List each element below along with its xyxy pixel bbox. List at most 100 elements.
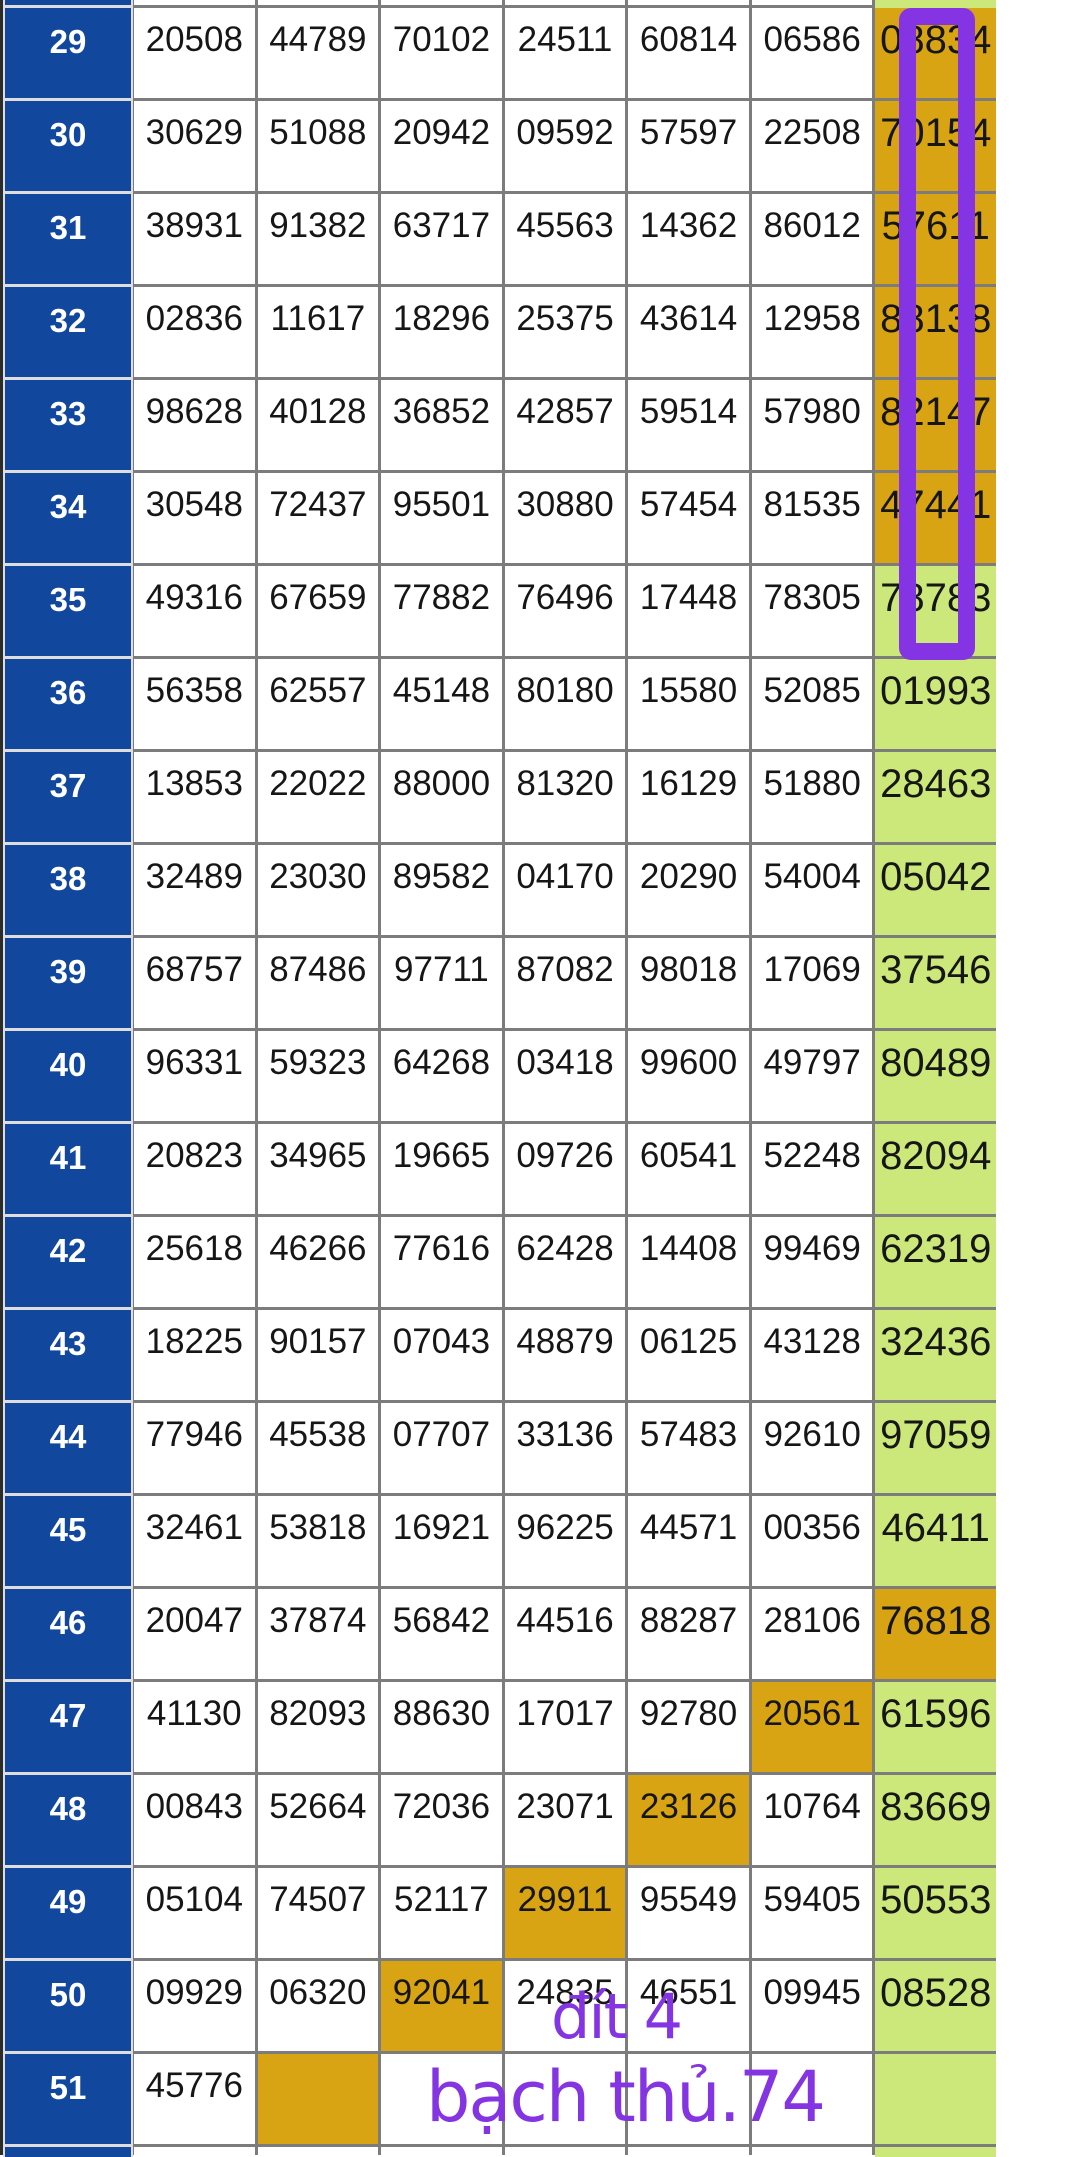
- result-cell: 57597: [628, 101, 749, 191]
- result-cell: 96225: [504, 1496, 626, 1586]
- result-cell: 28463: [875, 752, 996, 842]
- row-number-cell: 30: [3, 99, 133, 193]
- result-cell: 09592: [504, 101, 626, 191]
- result-cell: 57454: [628, 473, 749, 563]
- row-number-cell: 46: [3, 1587, 133, 1681]
- result-cell: [875, 2147, 996, 2157]
- result-cell: [134, 2147, 255, 2157]
- row-number-cell: 51: [3, 2052, 133, 2146]
- annotation-text-line1: đít 4: [551, 1980, 683, 2053]
- row-number-cell: 32: [3, 285, 133, 379]
- result-cell: 52248: [751, 1124, 873, 1214]
- result-cell: 49316: [134, 566, 255, 656]
- result-cell: 20561: [751, 1682, 873, 1772]
- result-cell: 89582: [381, 845, 502, 935]
- result-cell: [751, 0, 873, 5]
- result-cell: 45776: [134, 2054, 255, 2144]
- result-cell: 06125: [628, 1310, 749, 1400]
- result-cell: 72036: [381, 1775, 502, 1865]
- result-cell: 77946: [134, 1403, 255, 1493]
- row-number-cell: 39: [3, 936, 133, 1030]
- result-cell: 32436: [875, 1310, 996, 1400]
- result-cell: 17069: [751, 938, 873, 1028]
- result-cell: 91382: [257, 194, 379, 284]
- result-cell: 77616: [381, 1217, 502, 1307]
- result-cell: [628, 2147, 749, 2157]
- result-cell: 24511: [504, 8, 626, 98]
- result-cell: [134, 0, 255, 5]
- result-cell: 52085: [751, 659, 873, 749]
- result-cell: 64268: [381, 1031, 502, 1121]
- result-cell: [751, 2147, 873, 2157]
- result-cell: 40128: [257, 380, 379, 470]
- result-cell: 63717: [381, 194, 502, 284]
- result-cell: 00356: [751, 1496, 873, 1586]
- result-cell: 23071: [504, 1775, 626, 1865]
- result-cell: 13853: [134, 752, 255, 842]
- result-cell: 25375: [504, 287, 626, 377]
- result-cell: [257, 0, 379, 5]
- result-cell: 80180: [504, 659, 626, 749]
- result-cell: 46551: [628, 1961, 749, 2051]
- row-number-cell: 42: [3, 1215, 133, 1309]
- result-cell: 08528: [875, 1961, 996, 2051]
- result-cell: 11617: [257, 287, 379, 377]
- result-cell: 78305: [751, 566, 873, 656]
- result-cell: 88287: [628, 1589, 749, 1679]
- result-cell: 80489: [875, 1031, 996, 1121]
- result-cell: 24835: [504, 1961, 626, 2051]
- result-cell: 12958: [751, 287, 873, 377]
- partial-row-number-cell: [3, 0, 133, 7]
- result-cell: 95549: [628, 1868, 749, 1958]
- row-number-cell: 47: [3, 1680, 133, 1774]
- result-cell: 09929: [134, 1961, 255, 2051]
- result-cell: 68757: [134, 938, 255, 1028]
- result-cell: 05104: [134, 1868, 255, 1958]
- row-number-cell: 34: [3, 471, 133, 565]
- result-cell: 96331: [134, 1031, 255, 1121]
- result-cell: [381, 0, 502, 5]
- result-cell: [504, 0, 626, 5]
- row-number-cell: 37: [3, 750, 133, 844]
- result-cell: 90157: [257, 1310, 379, 1400]
- result-cell: 20508: [134, 8, 255, 98]
- result-cell: 37874: [257, 1589, 379, 1679]
- result-cell: 95501: [381, 473, 502, 563]
- result-cell: 70102: [381, 8, 502, 98]
- result-cell: [381, 2054, 502, 2144]
- result-cell: 07043: [381, 1310, 502, 1400]
- row-number-cell: 36: [3, 657, 133, 751]
- result-cell: 23126: [628, 1775, 749, 1865]
- result-cell: 62557: [257, 659, 379, 749]
- result-cell: 98628: [134, 380, 255, 470]
- result-cell: 30880: [504, 473, 626, 563]
- row-number-cell: 35: [3, 564, 133, 658]
- result-cell: 76496: [504, 566, 626, 656]
- result-cell: 57980: [751, 380, 873, 470]
- row-number-cell: 48: [3, 1773, 133, 1867]
- result-cell: 42857: [504, 380, 626, 470]
- result-cell: 49797: [751, 1031, 873, 1121]
- result-cell: 20290: [628, 845, 749, 935]
- result-cell: 01993: [875, 659, 996, 749]
- result-cell: 45148: [381, 659, 502, 749]
- result-cell: 33136: [504, 1403, 626, 1493]
- partial-row-number-cell: [3, 2145, 133, 2157]
- row-number-cell: 40: [3, 1029, 133, 1123]
- result-cell: 62319: [875, 1217, 996, 1307]
- result-cell: 17448: [628, 566, 749, 656]
- result-cell: 57483: [628, 1403, 749, 1493]
- result-cell: 29911: [504, 1868, 626, 1958]
- result-cell: 10764: [751, 1775, 873, 1865]
- result-cell: 72437: [257, 473, 379, 563]
- result-cell: 92780: [628, 1682, 749, 1772]
- result-cell: 78783: [875, 566, 996, 656]
- result-cell: [257, 2054, 379, 2144]
- result-cell: 02836: [134, 287, 255, 377]
- result-cell: 32489: [134, 845, 255, 935]
- result-cell: 18296: [381, 287, 502, 377]
- result-cell: 20823: [134, 1124, 255, 1214]
- row-number-cell: 41: [3, 1122, 133, 1216]
- result-cell: 25618: [134, 1217, 255, 1307]
- result-cell: 52117: [381, 1868, 502, 1958]
